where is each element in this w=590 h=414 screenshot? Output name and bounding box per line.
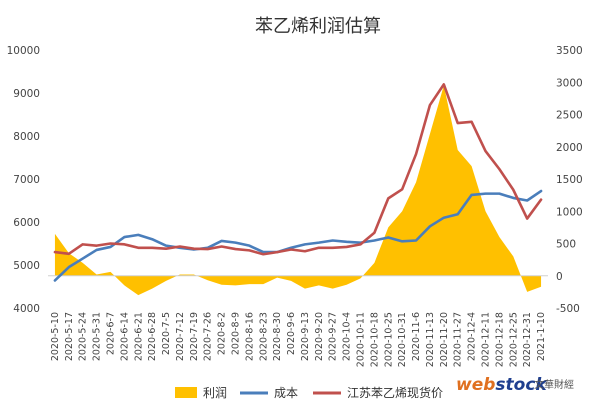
left-tick-label: 6000 [13, 217, 40, 229]
legend-item-cost: 成本 [240, 386, 298, 400]
x-tick-label: 2020-8-16 [244, 312, 255, 361]
x-tick-label: 2020-7-26 [203, 312, 214, 361]
left-tick-label: 8000 [13, 131, 40, 143]
x-tick-label: 2020-11-20 [439, 312, 450, 367]
x-tick-label: 2020-8-2 [217, 312, 228, 355]
x-tick-label: 2020-10-25 [383, 312, 394, 367]
webstock-watermark: webstock 文華財經 [456, 375, 574, 395]
right-tick-label: 1000 [556, 206, 583, 218]
x-tick-label: 2020-10-4 [342, 312, 353, 361]
legend-item-profit: 利润 [175, 386, 227, 400]
left-y-axis: 4000 5000 6000 7000 8000 9000 10000 [7, 45, 40, 315]
spot-price-line [53, 83, 543, 256]
right-tick-label: 2500 [556, 110, 583, 122]
x-tick-label: 2020-6-21 [133, 312, 144, 361]
legend-label-spot-price: 江苏苯乙烯现货价 [347, 385, 443, 400]
right-tick-label: 3500 [556, 45, 583, 57]
x-tick-label: 2020-9-13 [300, 312, 311, 361]
profit-area-layer [54, 85, 542, 296]
x-tick-label: 2020-12-18 [494, 312, 505, 367]
x-tick-label: 2020-5-24 [78, 312, 89, 361]
legend-item-spot-price: 江苏苯乙烯现货价 [313, 385, 443, 400]
x-tick-label: 2020-12-11 [481, 312, 492, 367]
left-tick-label: 10000 [7, 45, 40, 57]
cost-line [53, 189, 543, 282]
left-tick-label: 7000 [13, 174, 40, 186]
watermark-cn-text: 文華財經 [534, 378, 574, 391]
x-tick-label: 2020-7-19 [189, 312, 200, 361]
right-tick-label: 0 [556, 271, 563, 283]
x-tick-label: 2020-6-14 [119, 312, 130, 361]
legend-label-cost: 成本 [274, 386, 298, 400]
right-tick-label: 2000 [556, 142, 583, 154]
chart-title: 苯乙烯利润估算 [255, 16, 381, 37]
x-tick-label: 2020-8-23 [258, 312, 269, 361]
legend-swatch-profit [175, 387, 197, 398]
right-y-axis: -500 0 500 1000 1500 2000 2500 3000 3500 [556, 45, 583, 315]
x-tick-label: 2020-9-27 [328, 312, 339, 361]
x-tick-label: 2020-6-28 [147, 312, 158, 361]
x-tick-label: 2020-7-5 [161, 312, 172, 355]
x-tick-label: 2020-11-13 [425, 312, 436, 367]
x-tick-label: 2020-11-27 [453, 312, 464, 367]
x-tick-label: 2020-9-6 [286, 312, 297, 355]
legend-label-profit: 利润 [203, 386, 227, 400]
x-tick-label: 2020-5-31 [92, 312, 103, 361]
x-tick-label: 2020-10-11 [356, 312, 367, 367]
x-tick-label: 2020-7-12 [175, 312, 186, 361]
x-tick-label: 2020-8-30 [272, 312, 283, 361]
x-tick-label: 2020-10-31 [397, 312, 408, 367]
right-tick-label: 1500 [556, 174, 583, 186]
x-tick-label: 2020-11-6 [411, 312, 422, 361]
line-series-layer [53, 83, 543, 282]
left-tick-label: 9000 [13, 88, 40, 100]
plot-area [48, 83, 548, 296]
x-tick-label: 2020-6-7 [106, 312, 117, 355]
x-axis: 2020-5-10 2020-5-17 2020-5-24 2020-5-31 2020… [50, 312, 547, 367]
x-tick-label: 2020-12-25 [508, 312, 519, 367]
watermark-logo: webstock [456, 375, 548, 395]
right-tick-label: -500 [556, 303, 580, 315]
x-tick-label: 2020-5-10 [50, 312, 61, 361]
x-tick-label: 2020-12-31 [522, 312, 533, 367]
left-tick-label: 5000 [13, 260, 40, 272]
x-tick-label: 2020-12-4 [467, 312, 478, 361]
x-tick-label: 2020-8-9 [231, 312, 242, 355]
x-tick-label: 2020-5-17 [64, 312, 75, 361]
x-tick-label: 2021-1-10 [536, 312, 547, 361]
x-tick-label: 2020-9-20 [314, 312, 325, 361]
legend: 利润 成本 江苏苯乙烯现货价 [175, 385, 443, 400]
right-tick-label: 500 [556, 239, 576, 251]
right-tick-label: 3000 [556, 77, 583, 89]
left-tick-label: 4000 [13, 303, 40, 315]
profit-area [54, 85, 542, 296]
x-tick-label: 2020-10-18 [369, 312, 380, 367]
